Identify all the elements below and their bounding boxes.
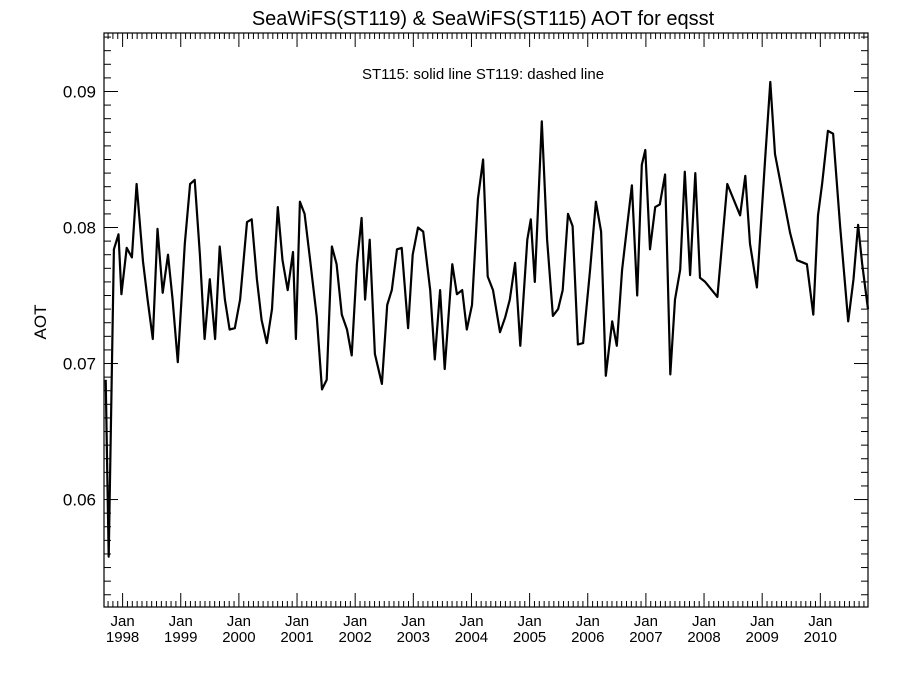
- x-tick-month-label: Jan: [518, 613, 542, 630]
- x-tick-month-label: Jan: [401, 613, 425, 630]
- x-tick-year-label: 2010: [804, 629, 837, 646]
- x-tick-year-label: 2009: [745, 629, 778, 646]
- x-tick-month-label: Jan: [111, 613, 135, 630]
- x-tick-month-label: Jan: [634, 613, 658, 630]
- x-tick-month-label: Jan: [692, 613, 716, 630]
- x-tick-year-label: 2005: [513, 629, 546, 646]
- x-tick-year-label: 2002: [338, 629, 371, 646]
- x-tick-year-label: 2006: [571, 629, 604, 646]
- x-tick-year-label: 1998: [106, 629, 139, 646]
- y-tick-label: 0.08: [63, 219, 96, 238]
- x-tick-month-label: Jan: [576, 613, 600, 630]
- chart-title: SeaWiFS(ST119) & SeaWiFS(ST115) AOT for …: [252, 8, 715, 30]
- x-tick-month-label: Jan: [169, 613, 193, 630]
- plot-frame: [103, 32, 869, 608]
- x-tick-year-label: 2001: [280, 629, 313, 646]
- series-group: [104, 80, 870, 558]
- x-tick-month-label: Jan: [343, 613, 367, 630]
- series-line-st115: [104, 80, 870, 558]
- x-tick-month-label: Jan: [459, 613, 483, 630]
- x-tick-month-label: Jan: [808, 613, 832, 630]
- y-axis-label: AOT: [31, 305, 50, 340]
- y-tick-label: 0.09: [63, 82, 96, 101]
- x-tick-year-label: 2000: [222, 629, 255, 646]
- x-tick-month-label: Jan: [750, 613, 774, 630]
- x-tick-month-label: Jan: [227, 613, 251, 630]
- y-tick-label: 0.06: [63, 491, 96, 510]
- tick-labels: 0.060.070.080.09Jan1998Jan1999Jan2000Jan…: [63, 82, 837, 646]
- x-tick-year-label: 2004: [455, 629, 488, 646]
- x-tick-month-label: Jan: [285, 613, 309, 630]
- y-tick-label: 0.07: [63, 355, 96, 374]
- axis-ticks: [104, 33, 868, 607]
- x-tick-year-label: 2007: [629, 629, 662, 646]
- x-tick-year-label: 1999: [164, 629, 197, 646]
- legend-annotation: ST115: solid line ST119: dashed line: [362, 66, 604, 83]
- x-tick-year-label: 2008: [687, 629, 720, 646]
- x-tick-year-label: 2003: [397, 629, 430, 646]
